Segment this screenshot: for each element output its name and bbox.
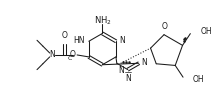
Text: NH$_2$: NH$_2$ (94, 15, 111, 27)
Text: OH: OH (193, 75, 204, 84)
Text: N: N (49, 50, 55, 59)
Text: HN: HN (73, 36, 85, 45)
Text: N: N (142, 58, 147, 67)
Text: N: N (119, 36, 125, 45)
Text: O: O (162, 22, 168, 31)
Text: OH: OH (200, 27, 212, 36)
Text: N: N (118, 66, 123, 75)
Text: C: C (67, 56, 72, 61)
Text: O: O (61, 31, 67, 40)
Text: O: O (69, 50, 75, 59)
Text: N: N (125, 74, 131, 83)
